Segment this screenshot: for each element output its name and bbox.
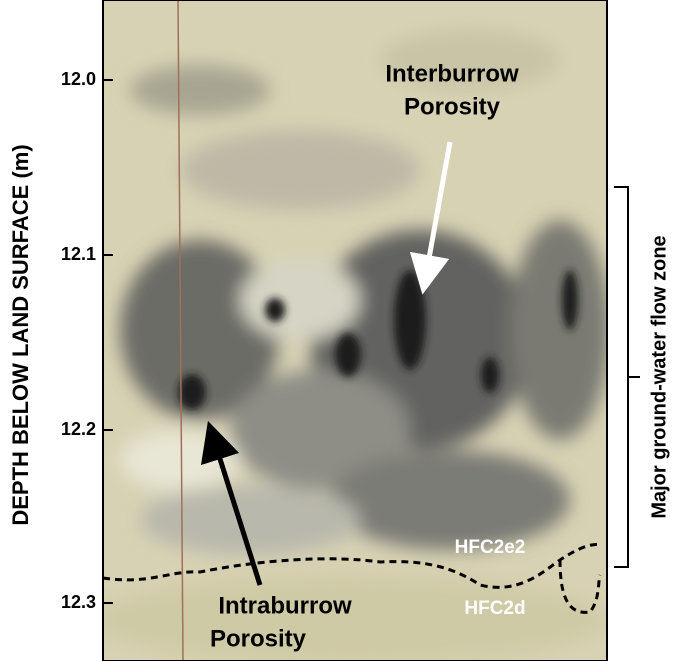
depth-label: 12.1 [61,244,96,264]
annotation: Intraburrow [218,592,352,619]
borehole-image [90,0,610,661]
axis-title: DEPTH BELOW LAND SURFACE (m) [8,144,33,525]
depth-label: 12.3 [61,592,96,612]
unit-label: HFC2e2 [455,537,526,558]
figure: 12.0 12.1 12.2 12.3 DEPTH BELOW LAND SUR… [0,0,674,661]
depth-axis: 12.0 12.1 12.2 12.3 DEPTH BELOW LAND SUR… [8,69,113,612]
zone-label: Major ground-water flow zone [648,235,670,518]
depth-label: 12.0 [61,69,96,89]
annotation: Porosity [210,625,307,652]
annotation: Interburrow [385,60,519,87]
unit-label: HFC2d [464,598,525,619]
zone-bracket [614,187,640,567]
depth-label: 12.2 [61,419,96,439]
annotation: Porosity [404,93,501,120]
